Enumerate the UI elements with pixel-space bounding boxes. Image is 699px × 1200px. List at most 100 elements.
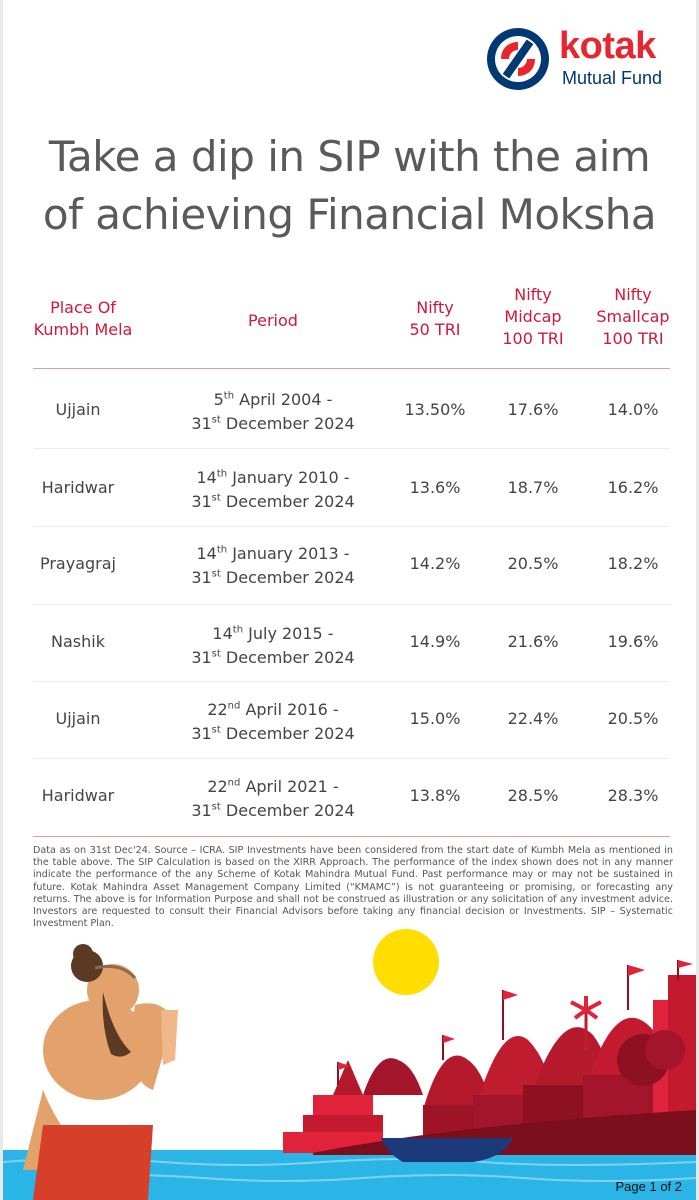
header-smallcap-line-3: 100 TRI xyxy=(602,329,664,348)
table-bottom-divider xyxy=(33,836,670,837)
header-midcap: Nifty Midcap 100 TRI xyxy=(483,284,583,350)
logo-brand-text: kotak xyxy=(559,25,656,67)
end-day: 31 xyxy=(191,568,212,587)
row-period: 14th January 2010 - 31st December 2024 xyxy=(163,466,383,514)
header-smallcap: Nifty Smallcap 100 TRI xyxy=(583,284,683,350)
kotak-logo-mark xyxy=(487,28,549,90)
header-midcap-line-3: 100 TRI xyxy=(502,329,564,348)
title-line-2: of achieving Financial Moksha xyxy=(42,190,657,239)
header-nifty50: Nifty 50 TRI xyxy=(391,297,479,341)
row-nifty50: 14.9% xyxy=(409,632,461,651)
end-suffix: st xyxy=(211,492,221,504)
end-rest: December 2024 xyxy=(220,492,355,511)
row-place: Prayagraj xyxy=(39,554,116,573)
end-day: 31 xyxy=(191,648,212,667)
row-midcap: 21.6% xyxy=(507,632,559,651)
row-place: Nashik xyxy=(51,632,105,651)
start-day: 22 xyxy=(207,700,228,719)
row-period: 14th January 2013 - 31st December 2024 xyxy=(163,542,383,590)
page-indicator: Page 1 of 2 xyxy=(615,1179,683,1194)
row-midcap: 17.6% xyxy=(507,400,559,419)
start-day: 5 xyxy=(213,390,224,409)
end-suffix: st xyxy=(211,648,221,660)
start-suffix: th xyxy=(223,390,235,402)
header-midcap-line-1: Nifty xyxy=(514,285,552,304)
start-rest: April 2021 - xyxy=(240,777,339,796)
row-smallcap: 19.6% xyxy=(607,632,659,651)
start-suffix: nd xyxy=(227,700,241,712)
start-day: 14 xyxy=(196,468,217,487)
start-suffix: th xyxy=(232,624,244,636)
row-place: Ujjain xyxy=(55,709,101,728)
end-suffix: st xyxy=(211,801,221,813)
start-rest: July 2015 - xyxy=(243,624,334,643)
row-divider xyxy=(33,604,670,605)
row-place: Ujjain xyxy=(55,400,101,419)
end-rest: December 2024 xyxy=(220,414,355,433)
row-period: 5th April 2004 - 31st December 2024 xyxy=(163,388,383,436)
start-rest: January 2013 - xyxy=(227,544,350,563)
row-nifty50: 13.6% xyxy=(409,478,461,497)
start-day: 14 xyxy=(212,624,233,643)
header-nifty50-line-2: 50 TRI xyxy=(409,320,461,339)
row-smallcap: 16.2% xyxy=(607,478,659,497)
end-suffix: st xyxy=(211,568,221,580)
header-period: Period xyxy=(248,311,298,330)
row-period: 22nd April 2016 - 31st December 2024 xyxy=(163,698,383,746)
header-place-line-2: Kumbh Mela xyxy=(33,320,133,339)
row-smallcap: 18.2% xyxy=(607,554,659,573)
row-place: Haridwar xyxy=(41,786,115,805)
document-page: kotak Mutual Fund Take a dip in SIP with… xyxy=(3,0,696,1200)
header-smallcap-line-1: Nifty xyxy=(614,285,652,304)
row-midcap: 22.4% xyxy=(507,709,559,728)
end-day: 31 xyxy=(191,414,212,433)
row-divider xyxy=(33,681,670,682)
kumbh-mela-illustration xyxy=(3,929,696,1200)
row-divider xyxy=(33,448,670,449)
end-suffix: st xyxy=(211,724,221,736)
end-day: 31 xyxy=(191,492,212,511)
header-divider xyxy=(33,368,670,369)
header-place-line-1: Place Of xyxy=(50,298,116,317)
row-midcap: 28.5% xyxy=(507,786,559,805)
end-day: 31 xyxy=(191,801,212,820)
end-day: 31 xyxy=(191,724,212,743)
row-nifty50: 15.0% xyxy=(409,709,461,728)
row-period: 14th July 2015 - 31st December 2024 xyxy=(163,622,383,670)
end-rest: December 2024 xyxy=(220,724,355,743)
row-nifty50: 14.2% xyxy=(409,554,461,573)
row-place: Haridwar xyxy=(41,478,115,497)
end-rest: December 2024 xyxy=(220,648,355,667)
row-divider xyxy=(33,758,670,759)
start-rest: January 2010 - xyxy=(227,468,350,487)
disclaimer-text: Data as on 31st Dec'24. Source – ICRA. S… xyxy=(33,845,673,930)
header-midcap-line-2: Midcap xyxy=(504,307,562,326)
start-rest: April 2004 - xyxy=(234,390,333,409)
row-smallcap: 20.5% xyxy=(607,709,659,728)
title-line-1: Take a dip in SIP with the aim xyxy=(48,132,651,181)
end-rest: December 2024 xyxy=(220,801,355,820)
row-nifty50: 13.8% xyxy=(409,786,461,805)
end-suffix: st xyxy=(211,414,221,426)
header-place: Place Of Kumbh Mela xyxy=(18,297,148,341)
row-period: 22nd April 2021 - 31st December 2024 xyxy=(163,775,383,823)
header-nifty50-line-1: Nifty xyxy=(416,298,454,317)
page-title: Take a dip in SIP with the aim of achiev… xyxy=(23,128,676,244)
row-nifty50: 13.50% xyxy=(404,400,466,419)
boat-icon xyxy=(381,1138,513,1162)
logo-subtitle: Mutual Fund xyxy=(562,68,663,88)
header-smallcap-line-2: Smallcap xyxy=(596,307,670,326)
start-day: 14 xyxy=(196,544,217,563)
sun-icon xyxy=(373,929,439,995)
row-divider xyxy=(33,526,670,527)
kotak-logo: kotak Mutual Fund xyxy=(487,25,677,90)
start-rest: April 2016 - xyxy=(240,700,339,719)
start-day: 22 xyxy=(207,777,228,796)
end-rest: December 2024 xyxy=(220,568,355,587)
sadhu-figure xyxy=(23,944,178,1200)
start-suffix: nd xyxy=(227,777,241,789)
row-midcap: 18.7% xyxy=(507,478,559,497)
row-smallcap: 14.0% xyxy=(607,400,659,419)
row-smallcap: 28.3% xyxy=(607,786,659,805)
start-suffix: th xyxy=(216,468,228,480)
